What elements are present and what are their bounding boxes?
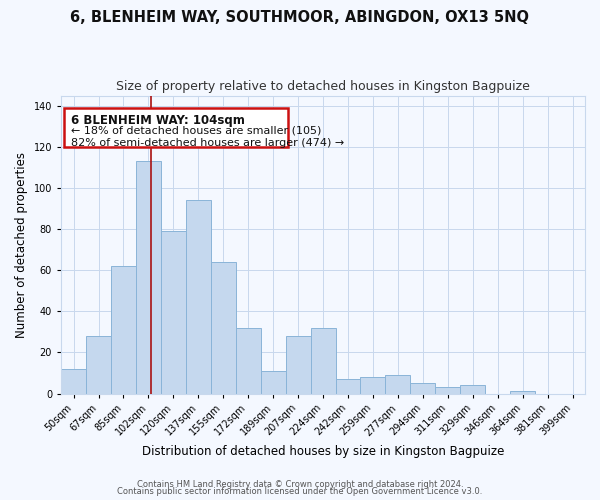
Bar xyxy=(136,162,161,394)
Bar xyxy=(361,377,385,394)
FancyBboxPatch shape xyxy=(64,108,288,147)
Bar xyxy=(460,386,485,394)
Bar xyxy=(311,328,335,394)
Bar xyxy=(111,266,136,394)
Bar xyxy=(260,371,286,394)
Bar xyxy=(211,262,236,394)
Bar xyxy=(410,384,436,394)
Text: Contains public sector information licensed under the Open Government Licence v3: Contains public sector information licen… xyxy=(118,488,482,496)
Bar xyxy=(186,200,211,394)
Bar xyxy=(436,388,460,394)
Bar xyxy=(161,231,186,394)
Text: ← 18% of detached houses are smaller (105): ← 18% of detached houses are smaller (10… xyxy=(71,126,322,136)
Bar xyxy=(86,336,111,394)
Bar xyxy=(335,379,361,394)
Text: 82% of semi-detached houses are larger (474) →: 82% of semi-detached houses are larger (… xyxy=(71,138,344,148)
Text: Contains HM Land Registry data © Crown copyright and database right 2024.: Contains HM Land Registry data © Crown c… xyxy=(137,480,463,489)
Y-axis label: Number of detached properties: Number of detached properties xyxy=(15,152,28,338)
Text: 6 BLENHEIM WAY: 104sqm: 6 BLENHEIM WAY: 104sqm xyxy=(71,114,245,127)
Title: Size of property relative to detached houses in Kingston Bagpuize: Size of property relative to detached ho… xyxy=(116,80,530,93)
Bar xyxy=(385,375,410,394)
Bar xyxy=(286,336,311,394)
Text: 6, BLENHEIM WAY, SOUTHMOOR, ABINGDON, OX13 5NQ: 6, BLENHEIM WAY, SOUTHMOOR, ABINGDON, OX… xyxy=(71,10,530,25)
X-axis label: Distribution of detached houses by size in Kingston Bagpuize: Distribution of detached houses by size … xyxy=(142,444,504,458)
Bar xyxy=(236,328,260,394)
Bar xyxy=(61,369,86,394)
Bar xyxy=(510,392,535,394)
